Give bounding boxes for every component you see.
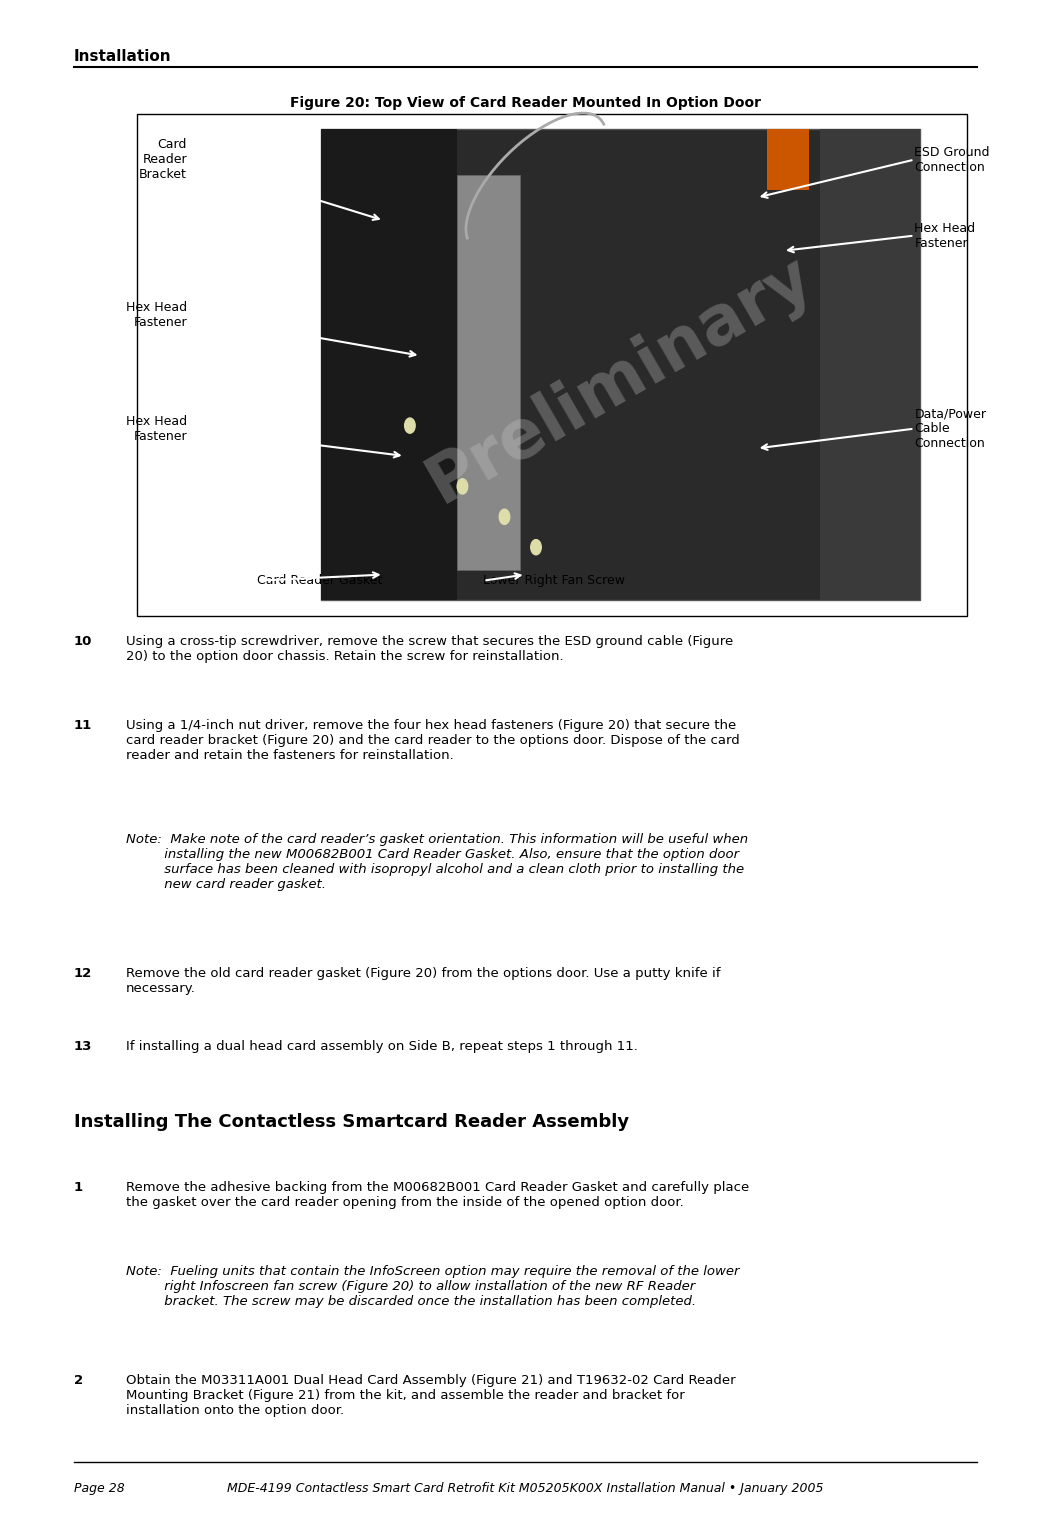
Bar xyxy=(767,129,809,190)
Text: Obtain the M03311A001 Dual Head Card Assembly (Figure 21) and T19632-02 Card Rea: Obtain the M03311A001 Dual Head Card Ass… xyxy=(126,1374,736,1417)
Text: Remove the adhesive backing from the M00682B001 Card Reader Gasket and carefully: Remove the adhesive backing from the M00… xyxy=(126,1181,749,1208)
Text: Page 28: Page 28 xyxy=(74,1482,124,1496)
Text: 1: 1 xyxy=(74,1181,83,1195)
Text: MDE-4199 Contactless Smart Card Retrofit Kit M05205K00X Installation Manual • Ja: MDE-4199 Contactless Smart Card Retrofit… xyxy=(227,1482,824,1496)
Text: ESD Ground
Connection: ESD Ground Connection xyxy=(914,146,990,173)
Text: Hex Head
Fastener: Hex Head Fastener xyxy=(126,415,187,442)
Text: 12: 12 xyxy=(74,967,91,980)
Text: Preliminary: Preliminary xyxy=(415,243,825,517)
Bar xyxy=(321,129,457,600)
Text: 13: 13 xyxy=(74,1040,91,1053)
Bar xyxy=(457,175,520,570)
Text: If installing a dual head card assembly on Side B, repeat steps 1 through 11.: If installing a dual head card assembly … xyxy=(126,1040,638,1053)
Circle shape xyxy=(499,509,510,524)
Bar xyxy=(137,114,967,616)
Bar xyxy=(321,129,920,600)
Text: Using a 1/4-inch nut driver, remove the four hex head fasteners (Figure 20) that: Using a 1/4-inch nut driver, remove the … xyxy=(126,719,740,762)
Text: Hex Head
Fastener: Hex Head Fastener xyxy=(914,222,975,249)
Text: Installing The Contactless Smartcard Reader Assembly: Installing The Contactless Smartcard Rea… xyxy=(74,1113,628,1131)
Text: 10: 10 xyxy=(74,635,91,649)
Text: 11: 11 xyxy=(74,719,91,733)
Circle shape xyxy=(457,479,468,494)
Text: Figure 20: Top View of Card Reader Mounted In Option Door: Figure 20: Top View of Card Reader Mount… xyxy=(290,96,761,109)
Text: Data/Power
Cable
Connection: Data/Power Cable Connection xyxy=(914,407,987,450)
Circle shape xyxy=(405,418,415,433)
Text: 2: 2 xyxy=(74,1374,83,1388)
Text: Card Reader Gasket: Card Reader Gasket xyxy=(257,575,383,587)
Text: Note:  Make note of the card reader’s gasket orientation. This information will : Note: Make note of the card reader’s gas… xyxy=(126,833,748,891)
Text: Remove the old card reader gasket (Figure 20) from the options door. Use a putty: Remove the old card reader gasket (Figur… xyxy=(126,967,721,994)
Text: Hex Head
Fastener: Hex Head Fastener xyxy=(126,301,187,328)
Text: Lower Right Fan Screw: Lower Right Fan Screw xyxy=(483,575,625,587)
Text: Card
Reader
Bracket: Card Reader Bracket xyxy=(139,138,187,181)
Text: Installation: Installation xyxy=(74,49,171,64)
Circle shape xyxy=(531,540,541,555)
Bar xyxy=(820,129,920,600)
Text: Using a cross-tip screwdriver, remove the screw that secures the ESD ground cabl: Using a cross-tip screwdriver, remove th… xyxy=(126,635,734,663)
Text: Note:  Fueling units that contain the InfoScreen option may require the removal : Note: Fueling units that contain the Inf… xyxy=(126,1265,740,1307)
